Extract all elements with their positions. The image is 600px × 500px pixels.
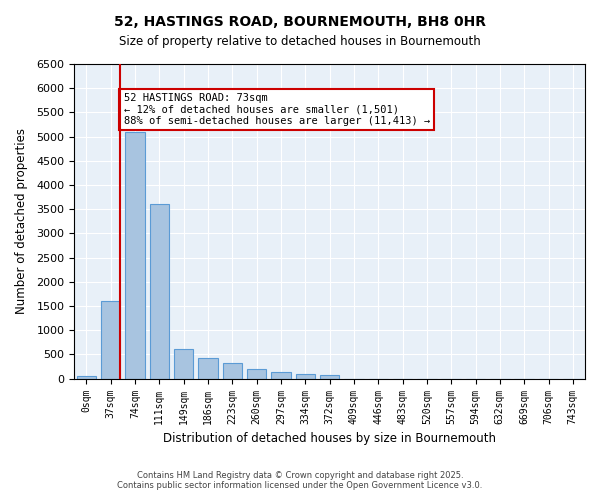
Bar (271, 372, 290, 378)
Bar (223, 362, 242, 378)
Text: Size of property relative to detached houses in Bournemouth: Size of property relative to detached ho… (119, 35, 481, 48)
Bar (77, 376, 96, 378)
Y-axis label: Number of detached properties: Number of detached properties (15, 128, 28, 314)
Bar (149, 204, 169, 378)
Text: 52 HASTINGS ROAD: 73sqm
← 12% of detached houses are smaller (1,501)
88% of semi: 52 HASTINGS ROAD: 73sqm ← 12% of detache… (124, 93, 430, 126)
Text: 52, HASTINGS ROAD, BOURNEMOUTH, BH8 0HR: 52, HASTINGS ROAD, BOURNEMOUTH, BH8 0HR (114, 15, 486, 29)
Bar (296, 374, 315, 378)
Bar (320, 376, 340, 378)
Bar (247, 369, 266, 378)
Bar (174, 348, 193, 378)
Bar (198, 358, 218, 378)
Bar (125, 132, 145, 378)
X-axis label: Distribution of detached houses by size in Bournemouth: Distribution of detached houses by size … (163, 432, 496, 445)
Bar (101, 301, 121, 378)
Text: Contains HM Land Registry data © Crown copyright and database right 2025.
Contai: Contains HM Land Registry data © Crown c… (118, 470, 482, 490)
